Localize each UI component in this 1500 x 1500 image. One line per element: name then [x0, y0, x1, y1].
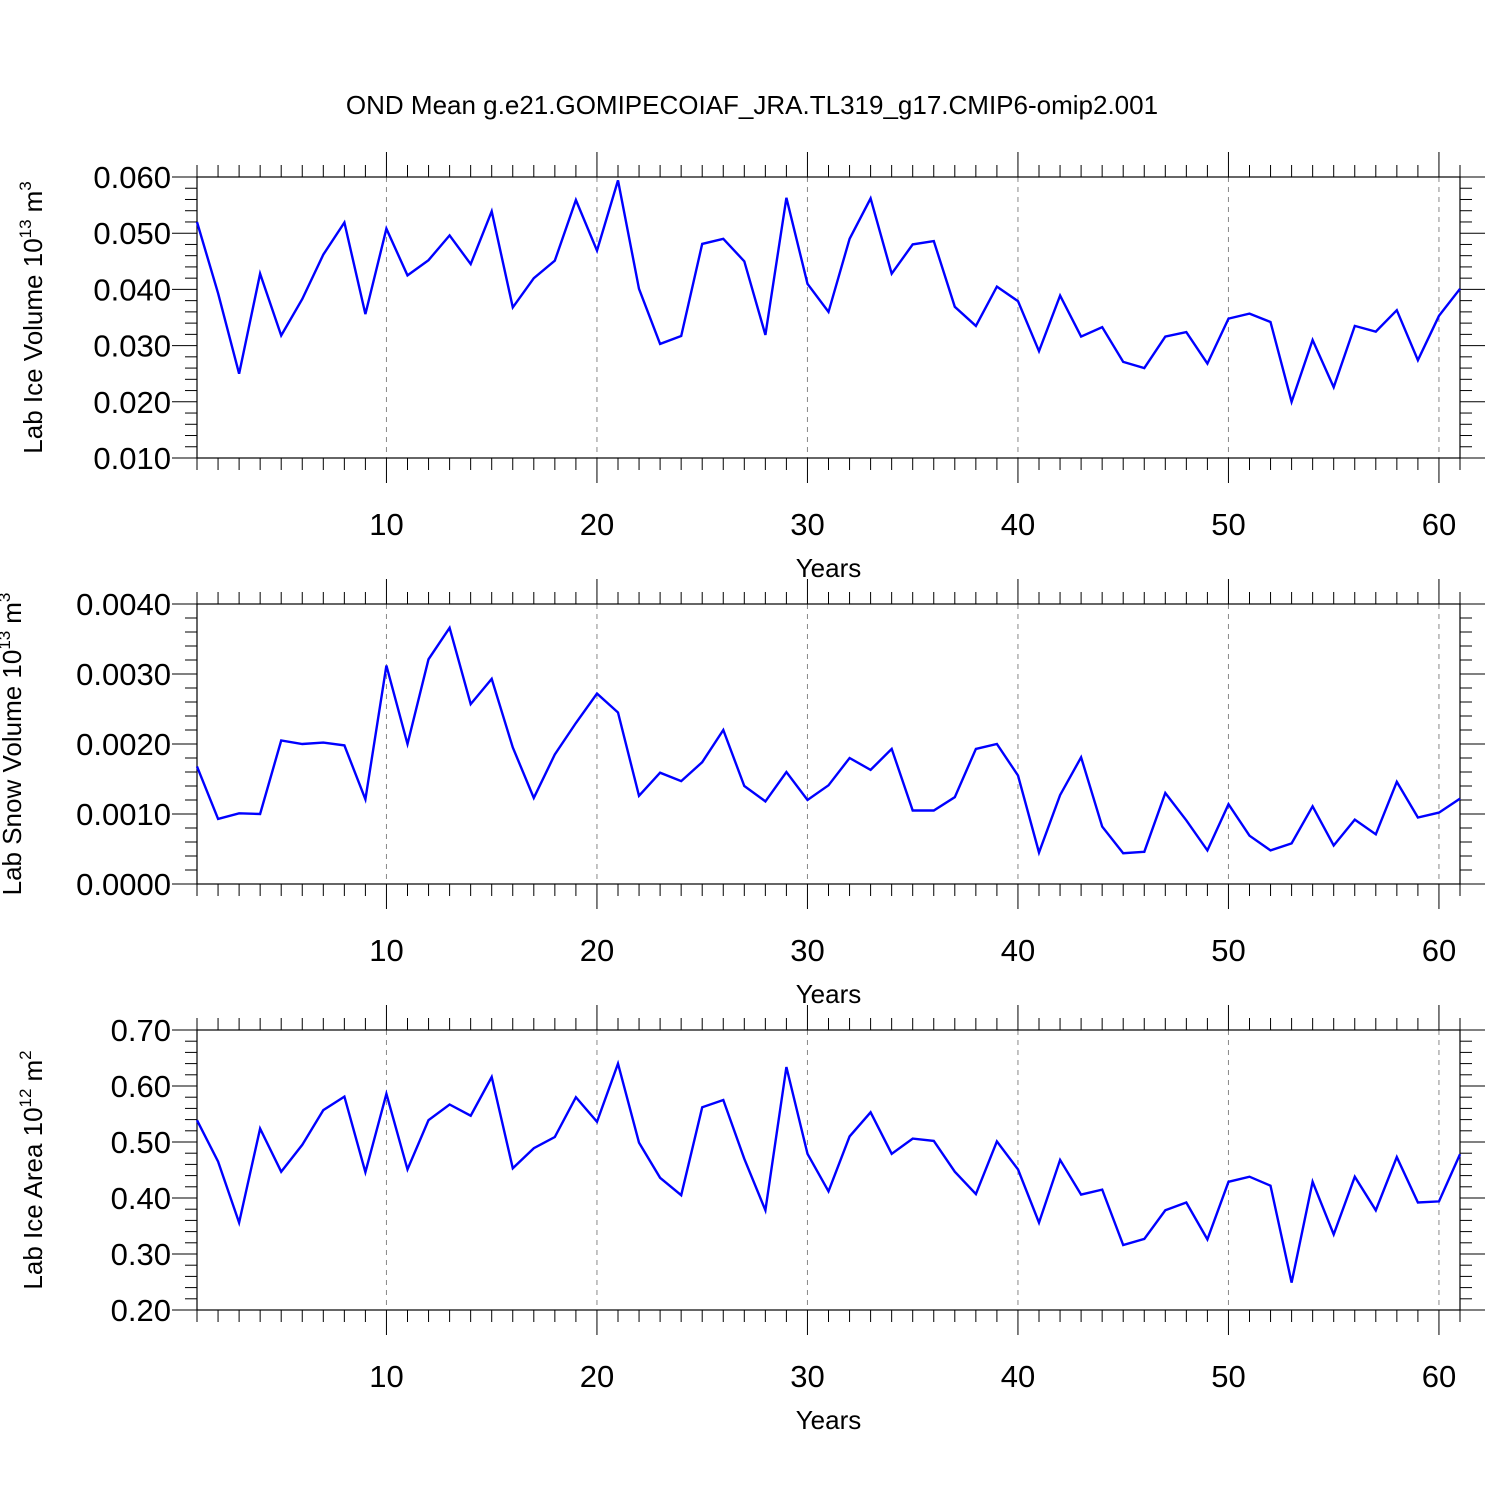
- chart-panel-1: 0.010 0.020 0.030 0.040 0.050 0.060 10 20 30 40 50…: [16, 152, 1485, 583]
- x-tick-label: 20: [580, 507, 614, 542]
- x-tick-label: 10: [369, 507, 403, 542]
- x-tick-label: 30: [790, 933, 824, 968]
- series-line: [195, 180, 1461, 406]
- x-axis-label: Years: [796, 1405, 862, 1435]
- y-tick-label: 0.60: [111, 1069, 171, 1104]
- x-tick-label: 60: [1422, 933, 1456, 968]
- y-axis-label: Lab Ice Area 1012 m2: [16, 1050, 48, 1289]
- y-axis-label-text: Lab Ice Volume 10: [18, 238, 48, 453]
- y-tick-label: 0.0010: [76, 797, 171, 832]
- x-tick-label: 10: [369, 1359, 403, 1394]
- y-axis-label-text: Lab Snow Volume 10: [0, 650, 27, 896]
- y-axis-label-exponent: 12: [16, 1089, 35, 1108]
- x-tick-label: 20: [580, 933, 614, 968]
- y-axis-label: Lab Snow Volume 1013 m3: [0, 593, 27, 896]
- y-axis-label-text: m: [18, 1060, 48, 1082]
- y-axis-label-text: Lab Ice Area 10: [18, 1107, 48, 1289]
- chart-panel-3: 0.20 0.30 0.40 0.50 0.60 0.70 10 20 30 40 50 60 Year…: [16, 1005, 1485, 1435]
- chart-panel-2: 0.0000 0.0010 0.0020 0.0030 0.0040 10 20 30 40 50…: [0, 579, 1485, 1009]
- x-tick-label: 40: [1001, 507, 1035, 542]
- x-tick-label: 50: [1211, 933, 1245, 968]
- panels: 0.010 0.020 0.030 0.040 0.050 0.060 10 20 30 40 50…: [0, 152, 1485, 1435]
- y-axis-label-exponent: 3: [16, 181, 35, 190]
- y-tick-label: 0.030: [93, 329, 171, 364]
- series-line: [195, 1059, 1462, 1283]
- figure-title: OND Mean g.e21.GOMIPECOIAF_JRA.TL319_g17…: [346, 90, 1158, 120]
- x-tick-label: 50: [1211, 1359, 1245, 1394]
- y-tick-label: 0.050: [93, 216, 171, 251]
- y-tick-label: 0.060: [93, 160, 171, 195]
- y-tick-label: 0.040: [93, 272, 171, 307]
- y-tick-label: 0.020: [93, 385, 171, 420]
- y-axis-label-text: m: [18, 191, 48, 213]
- y-tick-label: 0.0040: [76, 587, 171, 622]
- y-axis-label-exponent: 2: [16, 1050, 35, 1059]
- x-tick-label: 60: [1422, 1359, 1456, 1394]
- y-tick-label: 0.010: [93, 441, 171, 476]
- y-axis-label-exponent: 3: [0, 593, 14, 602]
- series-line: [195, 624, 1461, 857]
- y-tick-label: 0.0020: [76, 727, 171, 762]
- x-tick-label: 60: [1422, 507, 1456, 542]
- y-axis-label: Lab Ice Volume 1013 m3: [16, 181, 48, 453]
- y-tick-label: 0.0030: [76, 657, 171, 692]
- y-tick-label: 0.0000: [76, 867, 171, 902]
- y-axis-label-text: m: [0, 602, 27, 624]
- y-tick-label: 0.20: [111, 1293, 171, 1328]
- x-axis-label: Years: [796, 979, 862, 1009]
- x-axis-label: Years: [796, 553, 862, 583]
- y-axis-label-exponent: 13: [16, 219, 35, 238]
- y-axis-label-exponent: 13: [0, 631, 14, 650]
- x-tick-label: 30: [790, 1359, 824, 1394]
- x-tick-label: 40: [1001, 933, 1035, 968]
- y-tick-label: 0.70: [111, 1013, 171, 1048]
- y-tick-label: 0.40: [111, 1181, 171, 1216]
- x-tick-label: 10: [369, 933, 403, 968]
- x-tick-label: 20: [580, 1359, 614, 1394]
- x-tick-label: 40: [1001, 1359, 1035, 1394]
- x-tick-label: 30: [790, 507, 824, 542]
- x-tick-label: 50: [1211, 507, 1245, 542]
- y-tick-label: 0.50: [111, 1125, 171, 1160]
- y-tick-label: 0.30: [111, 1237, 171, 1272]
